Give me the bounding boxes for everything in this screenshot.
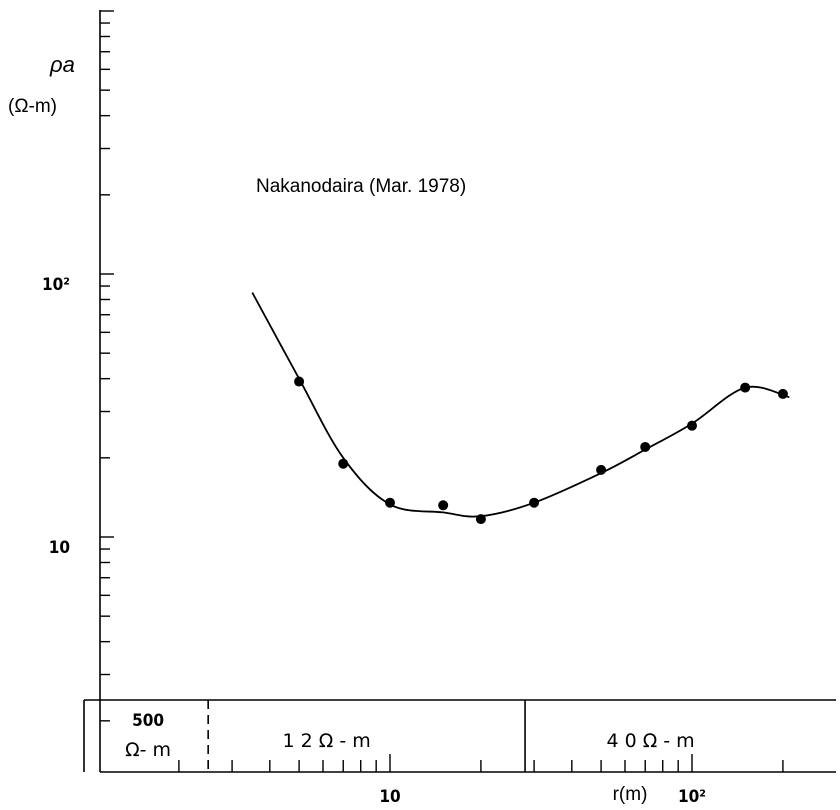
fit-curve-path (251, 292, 790, 518)
layer-unit: Ω- m (125, 739, 171, 761)
x-tick-label: 10² (678, 787, 706, 807)
y-tick-label: 10 (49, 538, 70, 558)
y-tick-label: 10² (42, 275, 70, 295)
data-point (294, 376, 305, 387)
chart-labels: 10 10² 10 10² ρa (Ω-m) r(m) Nakanodaira (Mar. 1… (8, 52, 706, 807)
data-point (596, 464, 607, 475)
data-point (529, 497, 540, 508)
y-axis-symbol: ρa (49, 52, 75, 77)
chart-title: Nakanodaira (Mar. 1978) (256, 176, 466, 197)
data-point (438, 500, 449, 511)
fit-curve (251, 292, 790, 518)
data-point (687, 420, 697, 431)
layer-strip: 500 Ω- m 1 2 Ω - m 4 0 Ω - m (83, 699, 837, 772)
x-tick-label: 10 (379, 787, 400, 807)
data-point (740, 382, 751, 393)
x-axis-label: r(m) (613, 784, 648, 805)
y-axis-unit: (Ω-m) (8, 96, 57, 117)
data-point (640, 441, 651, 452)
axes (99, 10, 836, 773)
layer-label: 1 2 Ω - m (283, 730, 371, 752)
data-point (338, 458, 349, 469)
data-point (385, 497, 395, 508)
data-point (777, 388, 788, 399)
data-points (294, 376, 788, 525)
layer-label: 4 0 Ω - m (606, 730, 694, 752)
data-point (475, 514, 486, 525)
layer-resistivity: 500 (132, 711, 164, 731)
